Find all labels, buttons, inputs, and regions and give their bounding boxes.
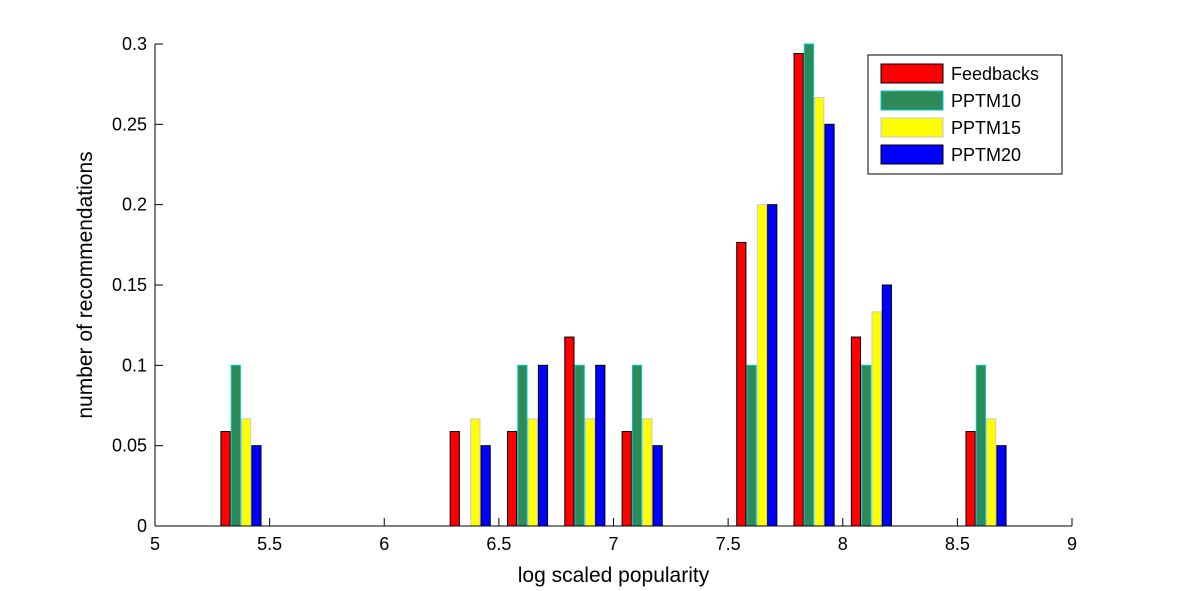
x-tick-label: 5.5: [257, 534, 282, 554]
bar-pptm15-6: [527, 418, 538, 527]
bar-feedbacks-8: [621, 431, 632, 527]
bar-pptm20-10: [767, 204, 778, 527]
bar-pptm15-1: [241, 418, 252, 527]
bar-pptm15-14: [986, 418, 997, 527]
bar-feedbacks-14: [965, 431, 976, 527]
y-tick-label: 0.25: [112, 114, 147, 134]
x-tick-label: 6: [379, 534, 389, 554]
legend-swatch-pptm15: [880, 117, 944, 138]
bar-feedbacks-12: [850, 336, 862, 527]
bar-feedbacks-1: [220, 431, 231, 527]
legend-label-pptm20: PPTM20: [951, 145, 1021, 165]
bar-pptm20-7: [595, 364, 606, 527]
y-tick-label: 0: [137, 516, 147, 536]
y-tick-label: 0.2: [122, 195, 147, 215]
bar-feedbacks-7: [564, 336, 575, 527]
bar-pptm15-5: [470, 418, 481, 527]
x-tick-label: 8: [838, 534, 848, 554]
bar-pptm20-6: [537, 364, 549, 527]
bar-pptm10-1: [230, 364, 241, 527]
x-axis-title: log scaled popularity: [518, 564, 710, 587]
bar-pptm10-14: [975, 364, 986, 527]
x-tick-label: 5: [150, 534, 160, 554]
legend-label-pptm10: PPTM10: [951, 91, 1021, 111]
bar-pptm20-5: [480, 445, 491, 527]
bar-pptm15-12: [871, 311, 882, 527]
bar-pptm10-7: [574, 364, 585, 527]
x-tick-label: 9: [1067, 534, 1077, 554]
legend-label-feedbacks: Feedbacks: [951, 64, 1039, 84]
bar-pptm20-1: [251, 445, 262, 527]
bar-pptm15-7: [584, 418, 596, 527]
bar-pptm15-10: [756, 204, 768, 527]
bars-group: [220, 43, 1007, 527]
legend: Feedbacks PPTM10 PPTM15 PPTM20: [867, 54, 1063, 175]
y-tick-label: 0.3: [122, 34, 147, 54]
legend-label-pptm15: PPTM15: [951, 118, 1021, 138]
bar-pptm15-11: [814, 97, 825, 527]
bar-pptm20-8: [652, 445, 663, 527]
y-tick-label: 0.05: [112, 436, 147, 456]
bar-pptm15-8: [642, 418, 653, 527]
legend-swatch-pptm20: [880, 144, 944, 165]
x-tick-label: 6.5: [486, 534, 511, 554]
bar-feedbacks-5: [449, 431, 460, 527]
bar-pptm10-12: [861, 364, 872, 527]
bar-pptm10-11: [803, 43, 815, 527]
y-tick-label: 0.1: [122, 355, 147, 375]
bar-pptm10-8: [631, 364, 643, 527]
y-axis-title: number of recommendations: [74, 151, 97, 418]
bar-pptm10-10: [746, 364, 757, 527]
y-tick-label: 0.15: [112, 275, 147, 295]
x-tick-label: 7: [608, 534, 618, 554]
bar-pptm20-12: [881, 284, 892, 527]
bar-feedbacks-10: [736, 241, 747, 527]
bar-pptm20-11: [824, 123, 835, 527]
bar-feedbacks-6: [506, 431, 518, 527]
legend-swatch-feedbacks: [880, 63, 944, 84]
x-tick-label: 7.5: [716, 534, 741, 554]
x-tick-label: 8.5: [945, 534, 970, 554]
bar-pptm10-6: [517, 364, 528, 527]
bar-pptm20-14: [996, 445, 1007, 527]
legend-swatch-pptm10: [880, 90, 944, 111]
axes-group: 5 5.5 6 6.5 7 7.5 8 8.5 9 0 0.05 0.1 0.15 0.2 0.25 0.3: [112, 34, 1077, 554]
bar-feedbacks-11: [793, 52, 804, 527]
